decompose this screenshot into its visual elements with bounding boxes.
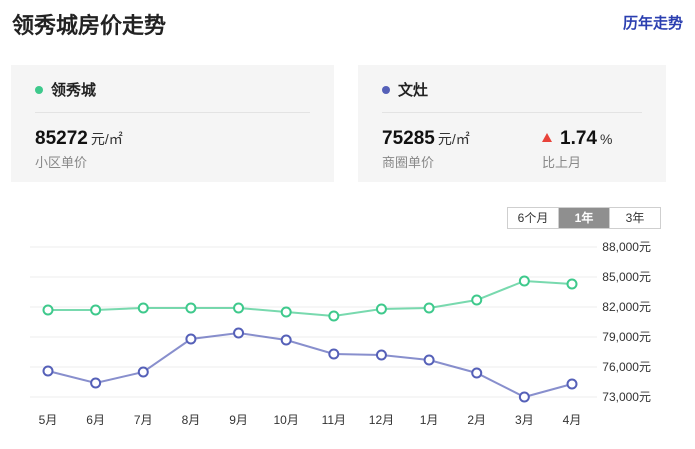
community-price-value: 85272	[35, 128, 88, 149]
series-2-point	[566, 378, 578, 390]
tab-3-years[interactable]: 3年	[609, 208, 660, 228]
series-2-point	[328, 348, 340, 360]
community-price-card: 领秀城 85272 元/㎡ 小区单价	[11, 65, 334, 182]
series-1-point	[328, 310, 340, 322]
range-tabs: 6个月 1年 3年	[507, 207, 661, 229]
month-change-value: 1.74	[560, 128, 597, 149]
district-price-desc: 商圈单价	[382, 155, 435, 170]
series-1-point	[42, 304, 54, 316]
x-tick-label: 1月	[420, 413, 439, 427]
series-2-point	[280, 334, 292, 346]
month-change-desc: 比上月	[542, 155, 582, 170]
series-2-point	[518, 391, 530, 403]
series-1-point	[423, 302, 435, 314]
tab-6-months[interactable]: 6个月	[508, 208, 558, 228]
x-tick-label: 9月	[229, 413, 248, 427]
series-1-point	[471, 294, 483, 306]
series-1-point	[280, 306, 292, 318]
price-trend-chart: 88,000元 85,000元 82,000元 79,000元 76,000元 73,00…	[30, 240, 651, 427]
x-tick-label: 4月	[563, 413, 582, 427]
series-1-point	[518, 275, 530, 287]
district-price-card: 文灶 75285 元/㎡ 商圈单价 1.74% 比上月	[358, 65, 666, 182]
x-tick-label: 11月	[322, 413, 346, 427]
month-change-unit: %	[599, 131, 613, 147]
community-dot-icon	[35, 85, 43, 94]
series-1-point	[233, 302, 245, 314]
community-card-header: 领秀城	[35, 79, 96, 100]
card-divider	[382, 112, 642, 113]
series-1-point	[137, 302, 149, 314]
series-2-point	[471, 367, 483, 379]
district-dot-icon	[382, 85, 390, 94]
district-price-unit: 元/㎡	[437, 131, 470, 147]
x-tick-label: 12月	[369, 413, 394, 427]
district-name: 文灶	[398, 82, 429, 99]
community-price-desc: 小区单价	[35, 155, 88, 170]
history-trend-link[interactable]: 历年走势	[622, 15, 683, 32]
x-tick-label: 10月	[274, 413, 299, 427]
x-tick-label: 8月	[182, 413, 201, 427]
district-price-value: 75285	[382, 128, 435, 149]
y-tick-label: 73,000元	[602, 390, 651, 404]
series-line-1	[48, 279, 573, 318]
district-price: 75285 元/㎡ 商圈单价	[382, 128, 470, 171]
series-1-point	[90, 304, 102, 316]
community-price: 85272 元/㎡ 小区单价	[35, 128, 123, 171]
series-2-point	[90, 377, 102, 389]
x-tick-label: 5月	[39, 413, 58, 427]
y-tick-label: 85,000元	[602, 270, 651, 284]
series-1-point	[375, 303, 387, 315]
y-tick-label: 88,000元	[602, 240, 651, 254]
series-2-point	[42, 365, 54, 377]
x-tick-label: 2月	[467, 413, 486, 427]
series-2-point	[233, 327, 245, 339]
series-line-2	[47, 331, 573, 399]
series-2-point	[137, 366, 149, 378]
series-2-point	[375, 349, 387, 361]
x-tick-label: 7月	[134, 413, 153, 427]
district-card-header: 文灶	[382, 79, 428, 100]
arrow-up-icon	[542, 133, 552, 143]
series-2-point	[185, 333, 197, 345]
series-1-point	[185, 302, 197, 314]
series-1-point	[566, 278, 578, 290]
community-price-unit: 元/㎡	[90, 131, 123, 147]
page-title: 领秀城房价走势	[12, 13, 167, 38]
y-tick-label: 82,000元	[602, 300, 651, 314]
x-tick-label: 3月	[515, 413, 534, 427]
month-change: 1.74% 比上月	[542, 128, 612, 171]
y-tick-label: 76,000元	[602, 360, 651, 374]
community-name: 领秀城	[51, 82, 97, 99]
tab-1-year[interactable]: 1年	[558, 208, 609, 228]
y-tick-label: 79,000元	[602, 330, 651, 344]
card-divider	[35, 112, 310, 113]
x-tick-label: 6月	[86, 413, 105, 427]
series-2-point	[423, 354, 435, 366]
